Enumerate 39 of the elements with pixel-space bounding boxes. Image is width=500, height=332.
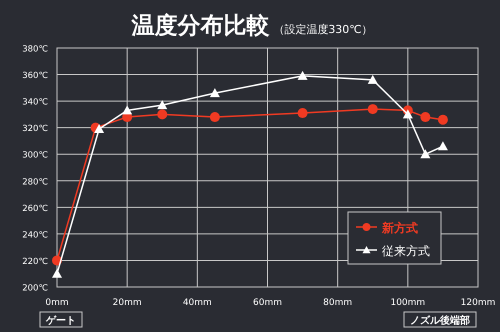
legend-label: 従来方式 xyxy=(382,244,430,258)
point xyxy=(298,70,308,80)
x-tick-label: 60mm xyxy=(253,298,282,308)
x-tick-label: 20mm xyxy=(112,298,142,308)
x-tick-label: 100mm xyxy=(390,298,426,308)
point xyxy=(438,141,448,150)
x-tick-label: 0mm xyxy=(45,298,69,308)
point xyxy=(210,88,220,98)
chart-subtitle: （設定温度330℃） xyxy=(273,23,373,36)
x-tick-label: 40mm xyxy=(182,298,212,308)
point xyxy=(94,124,104,133)
y-tick-label: 200℃ xyxy=(22,284,48,294)
annotation: ノズル後端部 xyxy=(404,312,476,328)
point xyxy=(210,112,220,122)
point xyxy=(157,100,168,110)
point xyxy=(368,104,378,114)
point xyxy=(52,268,62,278)
point xyxy=(298,108,308,118)
y-tick-label: 280℃ xyxy=(22,177,48,188)
y-tick-label: 220℃ xyxy=(22,256,48,267)
x-tick-label: 80mm xyxy=(323,298,352,308)
point xyxy=(420,149,430,158)
y-tick-label: 320℃ xyxy=(22,124,48,134)
point xyxy=(368,74,378,84)
y-tick-label: 340℃ xyxy=(22,98,48,108)
y-tick-label: 300℃ xyxy=(22,150,48,161)
chart-title: 温度分布比較 xyxy=(130,12,270,39)
point xyxy=(402,109,413,118)
legend-label: 新方式 xyxy=(381,221,418,235)
annotation: ゲート xyxy=(40,312,82,328)
y-tick-label: 380℃ xyxy=(22,44,48,54)
point xyxy=(438,114,448,125)
point xyxy=(420,112,430,122)
y-tick-label: 240℃ xyxy=(22,230,48,240)
x-tick-label: 120mm xyxy=(460,298,496,308)
point xyxy=(122,105,132,114)
point xyxy=(157,109,168,120)
y-tick-label: 360℃ xyxy=(22,71,48,82)
y-tick-label: 260℃ xyxy=(22,204,48,214)
